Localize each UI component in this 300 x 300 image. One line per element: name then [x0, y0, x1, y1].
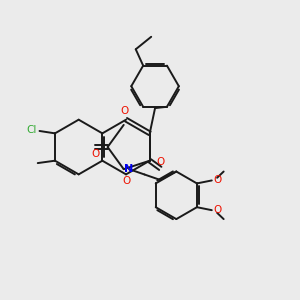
Text: O: O [120, 106, 129, 116]
Text: O: O [213, 206, 221, 215]
Text: O: O [91, 148, 99, 159]
Text: O: O [122, 176, 130, 186]
Text: Cl: Cl [26, 125, 36, 135]
Text: O: O [156, 157, 164, 167]
Text: N: N [124, 164, 133, 174]
Text: O: O [213, 175, 221, 185]
